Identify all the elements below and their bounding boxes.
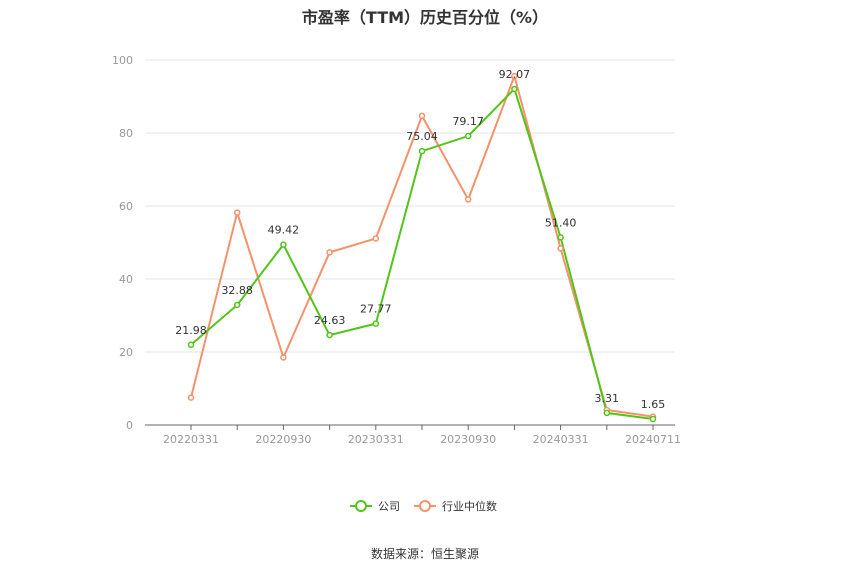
data-label: 24.63 bbox=[314, 314, 346, 327]
data-label: 49.42 bbox=[268, 224, 300, 237]
x-tick-label: 20240711 bbox=[625, 433, 681, 446]
y-tick-label: 60 bbox=[119, 200, 133, 213]
x-tick-label: 20240331 bbox=[533, 433, 589, 446]
x-tick-label: 20230331 bbox=[348, 433, 404, 446]
data-source: 数据来源：恒生聚源 bbox=[370, 547, 479, 561]
data-point bbox=[233, 209, 241, 216]
y-tick-label: 40 bbox=[119, 273, 133, 286]
data-point bbox=[187, 341, 195, 349]
data-labels: 21.98 32.88 49.42 24.63 27.77 75.04 79.17 92.07… bbox=[175, 68, 665, 411]
legend-label: 公司 bbox=[378, 500, 400, 513]
x-tick-label: 20220930 bbox=[255, 433, 311, 446]
data-label: 79.17 bbox=[452, 115, 484, 128]
data-point bbox=[326, 331, 333, 339]
data-point bbox=[418, 147, 426, 155]
y-tick-label: 20 bbox=[119, 346, 133, 359]
legend-marker bbox=[355, 500, 367, 512]
data-label: 51.40 bbox=[545, 216, 577, 229]
data-point bbox=[280, 241, 287, 248]
series-line-1 bbox=[190, 72, 654, 418]
data-point bbox=[649, 415, 657, 423]
data-label: 21.98 bbox=[175, 324, 207, 337]
data-point bbox=[187, 394, 195, 401]
data-point bbox=[557, 245, 564, 252]
axes: 0 20 40 60 80 100 20220331 20220930 20230331 2023… bbox=[112, 54, 681, 446]
data-point bbox=[372, 320, 380, 327]
data-label: 1.65 bbox=[641, 398, 666, 411]
data-point bbox=[233, 301, 241, 309]
data-label: 75.04 bbox=[406, 130, 438, 143]
legend: 公司 行业中位数 bbox=[350, 499, 497, 513]
data-point bbox=[603, 409, 611, 417]
grid-lines bbox=[145, 59, 675, 353]
data-point bbox=[511, 72, 518, 80]
data-point bbox=[418, 112, 426, 120]
chart-title: 市盈率（TTM）历史百分位（%） bbox=[301, 8, 549, 27]
data-label: 27.77 bbox=[360, 303, 392, 316]
data-points bbox=[187, 72, 657, 423]
series-lines bbox=[190, 72, 654, 420]
x-tick-label: 20220331 bbox=[163, 433, 219, 446]
data-point bbox=[464, 132, 472, 140]
legend-label: 行业中位数 bbox=[442, 499, 497, 513]
legend-marker bbox=[419, 500, 431, 512]
data-label: 3.31 bbox=[595, 392, 620, 405]
data-point bbox=[464, 196, 472, 203]
data-point bbox=[280, 354, 287, 361]
data-point bbox=[557, 234, 564, 241]
data-label: 92.07 bbox=[499, 68, 531, 81]
data-point bbox=[372, 235, 380, 242]
data-point bbox=[511, 85, 518, 93]
data-point bbox=[326, 249, 333, 256]
y-tick-label: 0 bbox=[126, 419, 133, 432]
x-tick-label: 20230930 bbox=[440, 433, 496, 446]
y-tick-label: 100 bbox=[112, 54, 133, 67]
y-tick-label: 80 bbox=[119, 127, 133, 140]
data-label: 32.88 bbox=[221, 284, 253, 297]
